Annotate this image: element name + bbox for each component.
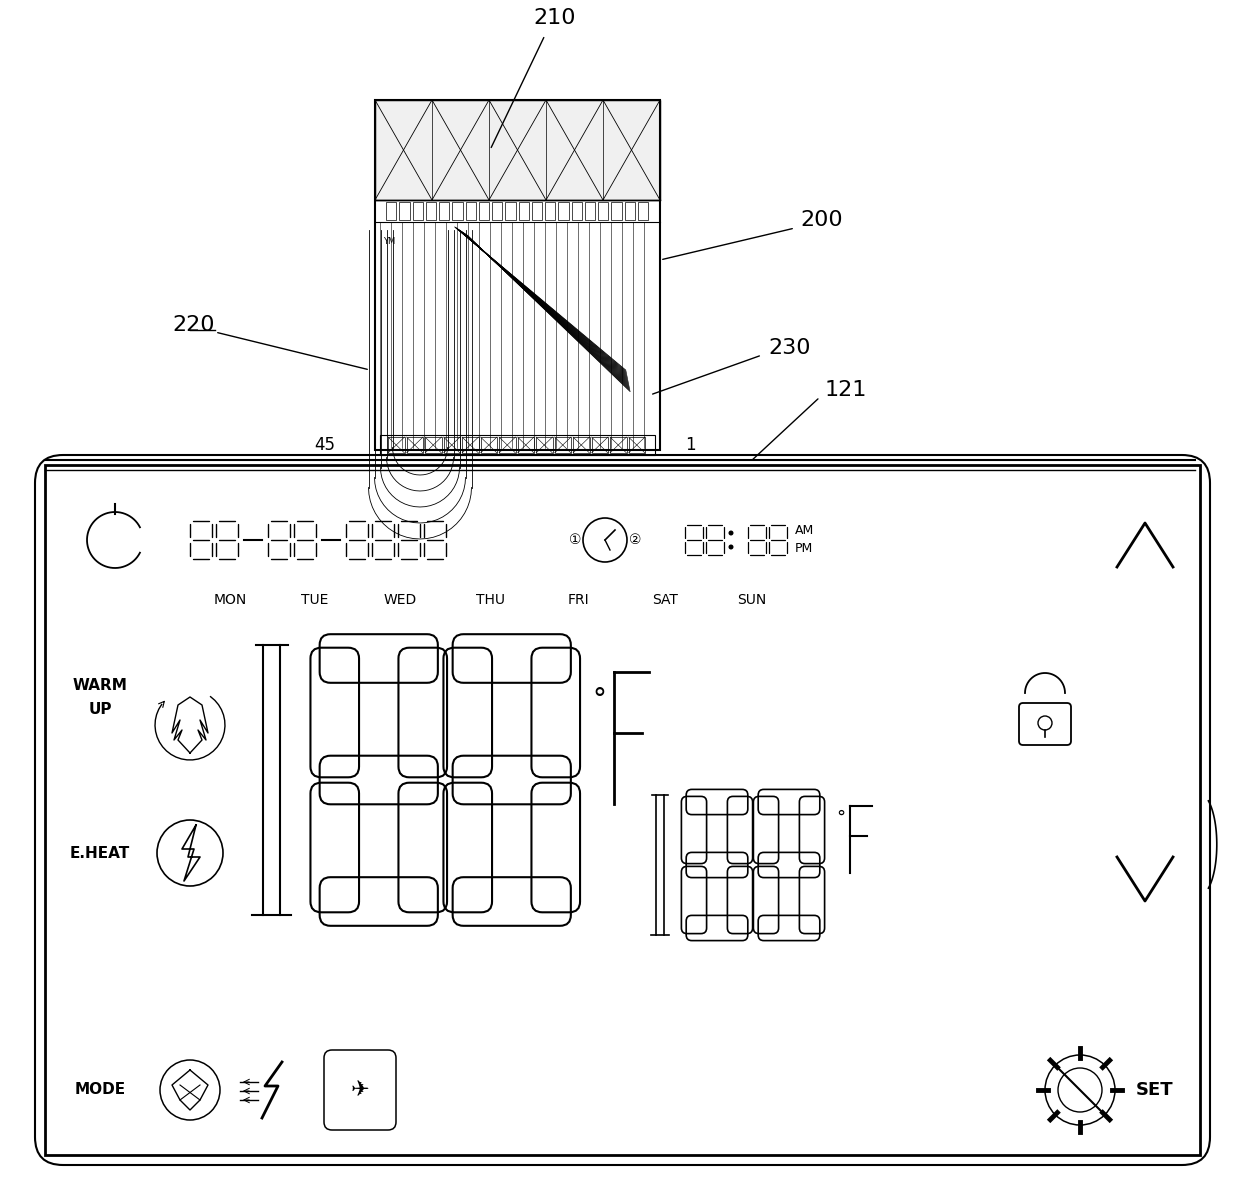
Bar (611, 202, 621, 220)
Text: WARM: WARM (73, 678, 128, 692)
Text: AM: AM (795, 523, 815, 536)
Bar (425, 202, 436, 220)
Text: ✈: ✈ (351, 1080, 370, 1100)
Bar (399, 202, 409, 220)
Bar (439, 202, 449, 220)
Bar (453, 202, 463, 220)
Bar (585, 202, 595, 220)
Bar (518, 202, 528, 220)
Bar (45, 465, 1200, 1155)
Text: MODE: MODE (74, 1082, 125, 1098)
Bar (379, 435, 655, 455)
Bar (481, 437, 497, 453)
Bar (413, 202, 423, 220)
Bar (463, 437, 479, 453)
Text: THU: THU (475, 593, 505, 607)
Text: WED: WED (383, 593, 417, 607)
Text: °: ° (593, 685, 606, 713)
Bar (374, 100, 660, 200)
Text: ②: ② (629, 533, 641, 547)
Text: 230: 230 (768, 338, 811, 358)
Bar (386, 202, 397, 220)
Bar (374, 100, 660, 450)
Text: 1: 1 (684, 436, 696, 454)
Bar (505, 202, 516, 220)
Text: FRI: FRI (567, 593, 589, 607)
Circle shape (729, 531, 734, 535)
Bar (498, 437, 516, 453)
Bar (572, 202, 582, 220)
Bar (465, 202, 476, 220)
Bar (554, 437, 570, 453)
Bar (517, 437, 534, 453)
Bar (598, 202, 609, 220)
Text: SAT: SAT (652, 593, 678, 607)
Circle shape (729, 545, 734, 549)
Text: YM: YM (383, 237, 396, 246)
Text: 210: 210 (533, 8, 577, 28)
Text: TUE: TUE (301, 593, 329, 607)
Text: UP: UP (88, 703, 112, 718)
Text: 45: 45 (314, 436, 335, 454)
Bar (625, 202, 635, 220)
Text: 200: 200 (800, 210, 843, 230)
Text: MON: MON (213, 593, 247, 607)
Text: SUN: SUN (738, 593, 766, 607)
Bar (407, 437, 423, 453)
Text: 121: 121 (825, 380, 867, 400)
Bar (532, 202, 542, 220)
Bar (637, 202, 649, 220)
Bar (629, 437, 645, 453)
Bar (444, 437, 460, 453)
Bar (479, 202, 489, 220)
Text: ①: ① (569, 533, 582, 547)
Bar (492, 202, 502, 220)
Text: PM: PM (795, 541, 813, 554)
Bar (610, 437, 626, 453)
Text: 220: 220 (172, 315, 215, 335)
Bar (558, 202, 568, 220)
Bar (546, 202, 556, 220)
Bar (536, 437, 553, 453)
Bar (388, 437, 404, 453)
Bar (573, 437, 589, 453)
Bar (591, 437, 608, 453)
Text: SET: SET (1136, 1081, 1174, 1099)
Bar (425, 437, 441, 453)
Text: °: ° (836, 809, 846, 826)
Text: E.HEAT: E.HEAT (69, 845, 130, 861)
